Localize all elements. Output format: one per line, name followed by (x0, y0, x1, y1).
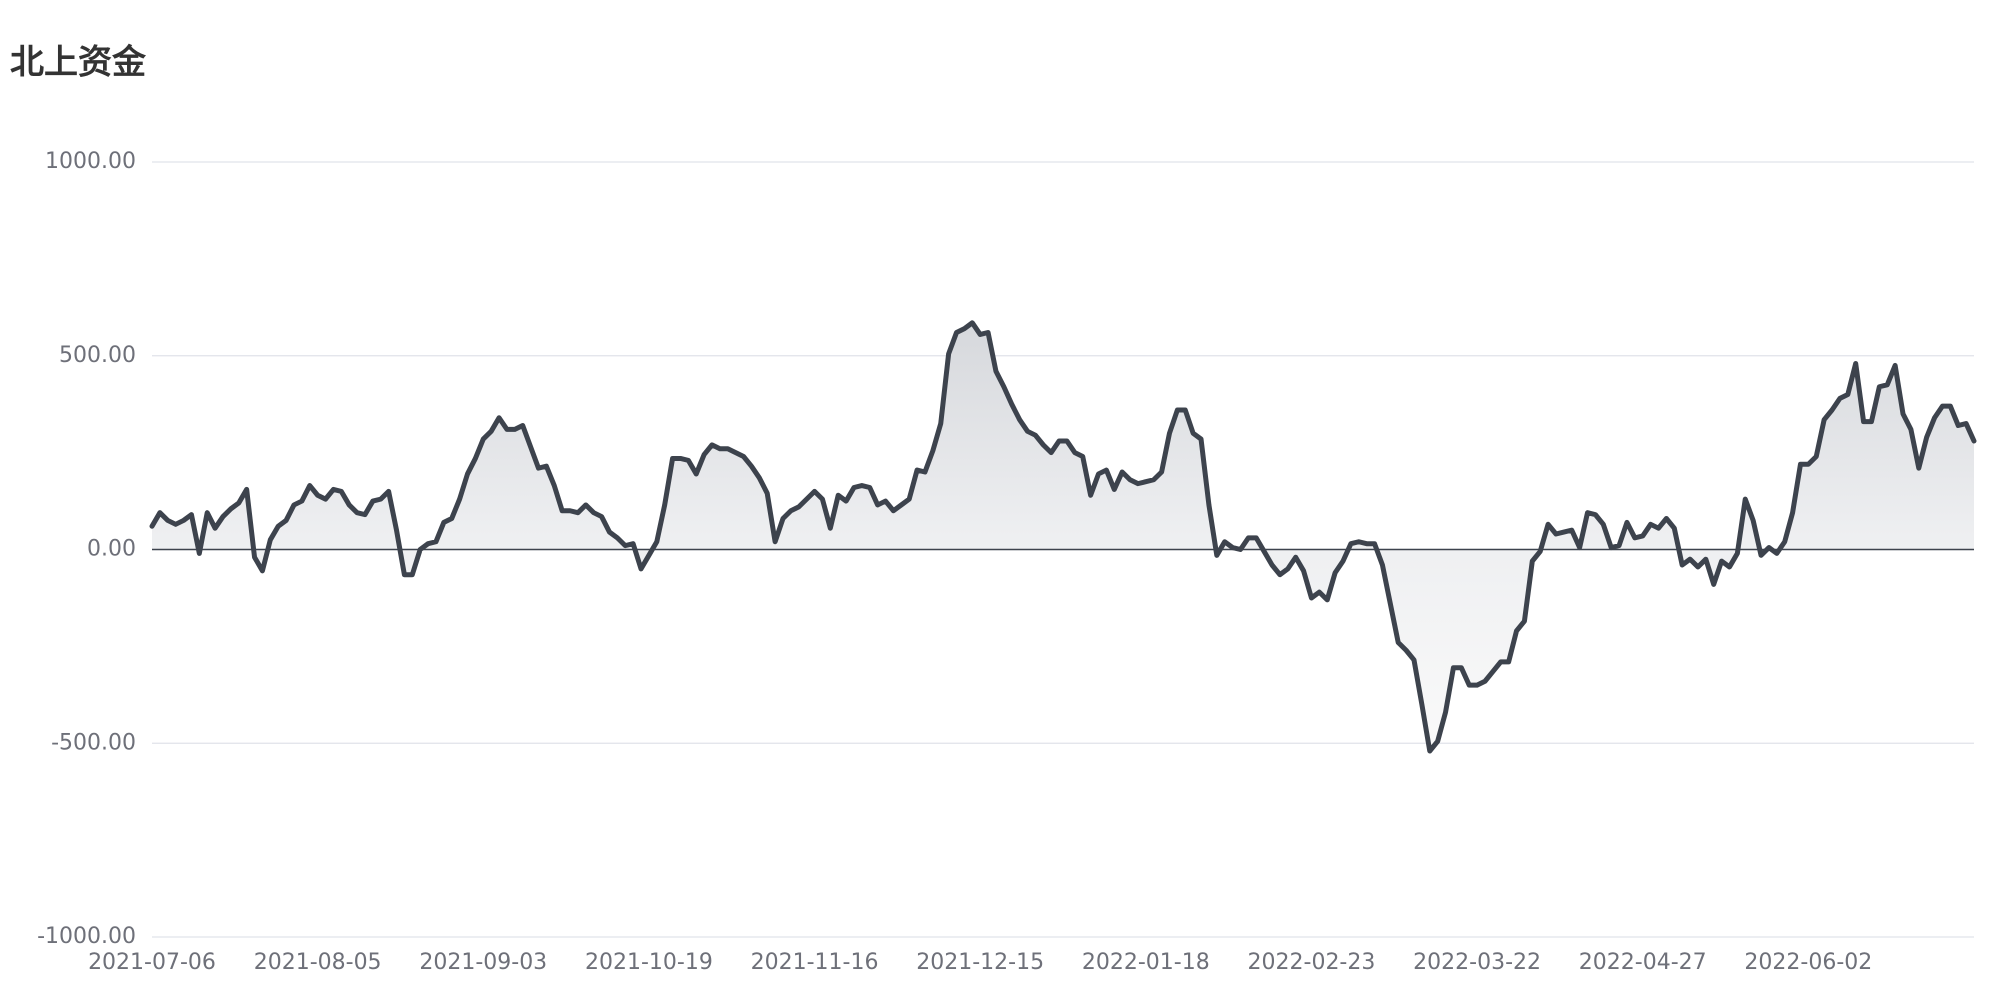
x-tick-label: 2022-04-27 (1579, 950, 1707, 975)
y-tick-label: 500.00 (59, 343, 136, 368)
x-tick-label: 2021-12-15 (916, 950, 1044, 975)
line (149, 320, 1977, 754)
y-tick-label: -500.00 (51, 730, 136, 755)
y-tick-label: 0.00 (87, 537, 136, 562)
y-tick-label: -1000.00 (37, 924, 136, 949)
x-tick-label: 2021-10-19 (585, 950, 713, 975)
x-tick-label: 2022-03-22 (1413, 950, 1541, 975)
chart-title: 北上资金 (10, 43, 147, 83)
x-tick-label: 2022-01-18 (1082, 950, 1210, 975)
x-tick-label: 2022-02-23 (1248, 950, 1376, 975)
area (152, 322, 1974, 751)
x-tick-label: 2021-11-16 (751, 950, 879, 975)
x-tick-label: 2021-07-06 (88, 950, 216, 975)
y-tick-label: 1000.00 (45, 149, 136, 174)
x-tick-label: 2022-06-02 (1744, 950, 1872, 975)
x-tick-label: 2021-09-03 (419, 950, 547, 975)
x-tick-label: 2021-08-05 (254, 950, 382, 975)
